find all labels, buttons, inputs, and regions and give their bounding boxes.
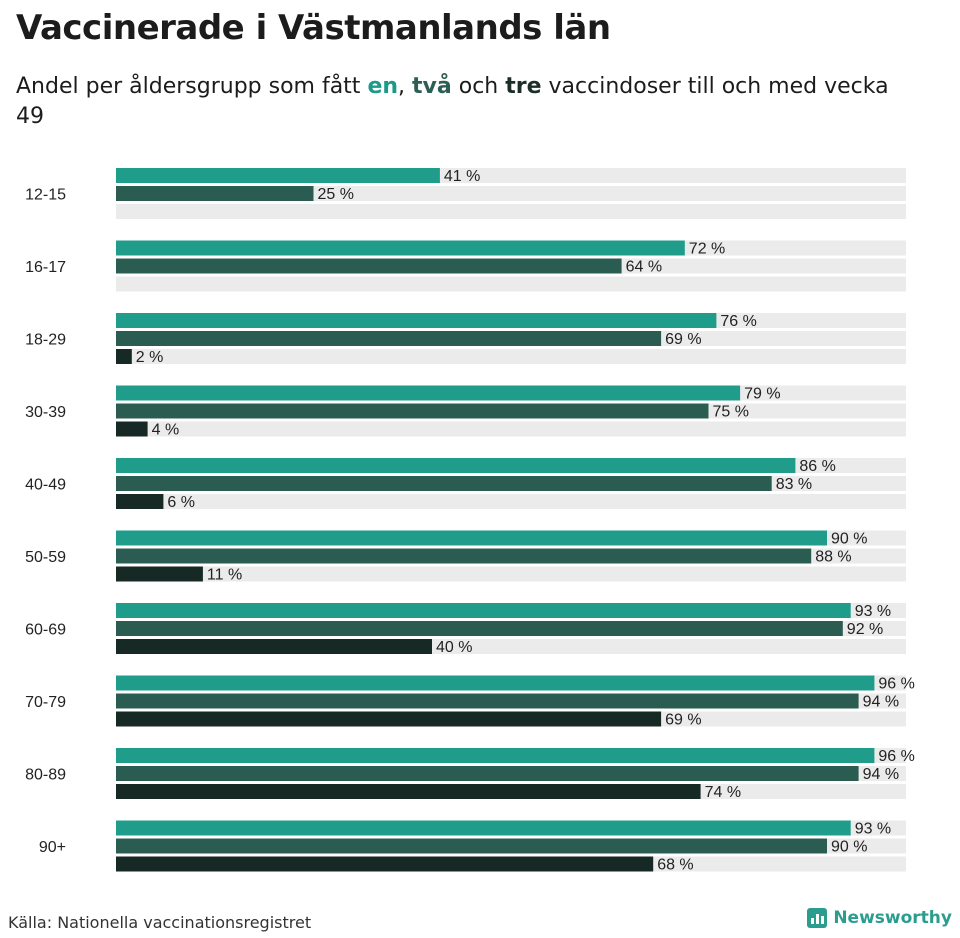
category-label: 70-79 bbox=[25, 694, 66, 711]
bar-dose-2 bbox=[116, 331, 662, 346]
subtitle-key-one-dose: en bbox=[367, 74, 399, 99]
category-label: 16-17 bbox=[25, 259, 66, 276]
data-label: 68 % bbox=[657, 857, 693, 874]
data-label: 92 % bbox=[847, 621, 883, 638]
bar-group-30-39: 30-39 79 %75 % 4 % bbox=[25, 385, 906, 439]
bar-dose-2 bbox=[116, 403, 709, 419]
bar-track bbox=[116, 421, 906, 437]
bar-dose-1 bbox=[116, 820, 851, 836]
data-label: 79 % bbox=[744, 386, 780, 403]
data-label: 2 % bbox=[136, 349, 164, 366]
subtitle-text-3: vaccindoser till och med vecka 49 bbox=[16, 74, 889, 129]
chart-subtitle: Andel per åldersgrupp som fått en, två o… bbox=[16, 72, 916, 132]
brand-name: Newsworthy bbox=[833, 908, 952, 928]
data-label: 6 % bbox=[167, 494, 195, 511]
data-label: 11 % bbox=[207, 567, 242, 584]
data-label: 74 % bbox=[705, 784, 741, 801]
data-label: 72 % bbox=[689, 241, 725, 258]
category-label: 90+ bbox=[39, 839, 66, 856]
bar-dose-2 bbox=[116, 693, 859, 709]
bar-dose-3 bbox=[116, 349, 132, 364]
bar-group-12-15: 12-15 41 % 25 % bbox=[25, 168, 906, 219]
subtitle-key-three-doses: tre bbox=[505, 74, 542, 99]
bar-dose-3 bbox=[116, 421, 148, 437]
data-label: 69 % bbox=[665, 331, 701, 348]
category-label: 60-69 bbox=[25, 622, 66, 639]
chart-title: Vaccinerade i Västmanlands län bbox=[16, 8, 611, 48]
bar-dose-2 bbox=[116, 548, 812, 564]
data-label: 75 % bbox=[713, 404, 749, 421]
bar-dose-2 bbox=[116, 838, 827, 854]
data-label: 88 % bbox=[815, 549, 851, 566]
bar-track bbox=[116, 349, 906, 364]
subtitle-separator: , bbox=[398, 74, 413, 99]
data-label: 4 % bbox=[152, 422, 180, 439]
bar-dose-1 bbox=[116, 603, 851, 618]
bar-dose-3 bbox=[116, 566, 203, 582]
category-label: 18-29 bbox=[25, 332, 66, 349]
bar-dose-1 bbox=[116, 675, 875, 691]
data-label: 90 % bbox=[831, 531, 867, 548]
bar-dose-1 bbox=[116, 313, 717, 328]
bar-group-80-89: 80-89 96 %94 % 74 % bbox=[25, 748, 915, 801]
category-label: 30-39 bbox=[25, 404, 66, 421]
subtitle-text-1: Andel per åldersgrupp som fått bbox=[16, 74, 368, 99]
bar-dose-2 bbox=[116, 476, 772, 491]
category-label: 40-49 bbox=[25, 477, 66, 494]
bar-dose-1 bbox=[116, 385, 741, 401]
bar-dose-1 bbox=[116, 458, 796, 473]
data-label: 96 % bbox=[878, 676, 914, 693]
bar-chart: 12-15 41 % 25 % 16-17 72 % 64 % 18-29 76 % 69 % 2… bbox=[25, 168, 915, 874]
data-label: 86 % bbox=[799, 458, 835, 475]
subtitle-key-two-doses: två bbox=[412, 74, 452, 99]
category-label: 12-15 bbox=[25, 187, 66, 204]
category-label: 80-89 bbox=[25, 767, 66, 784]
source-note: Källa: Nationella vaccinationsregistret bbox=[8, 913, 312, 932]
bar-group-50-59: 50-59 90 %88 % 11 % bbox=[25, 530, 906, 584]
bar-group-16-17: 16-17 72 % 64 % bbox=[25, 240, 906, 292]
newsworthy-logo: Newsworthy bbox=[807, 908, 952, 928]
bar-chart-logo-icon bbox=[807, 908, 828, 928]
bar-dose-1 bbox=[116, 530, 827, 546]
bar-dose-3 bbox=[116, 856, 654, 872]
bar-dose-3 bbox=[116, 639, 432, 654]
data-label: 90 % bbox=[831, 839, 867, 856]
data-label: 93 % bbox=[855, 821, 891, 838]
bar-dose-2 bbox=[116, 258, 622, 274]
data-label: 76 % bbox=[720, 313, 756, 330]
data-label: 40 % bbox=[436, 639, 472, 656]
data-label: 64 % bbox=[626, 259, 662, 276]
bar-dose-1 bbox=[116, 748, 875, 763]
bar-dose-2 bbox=[116, 186, 314, 201]
bar-dose-3 bbox=[116, 711, 662, 727]
bar-dose-3 bbox=[116, 494, 164, 509]
bar-track bbox=[116, 566, 906, 582]
bar-dose-1 bbox=[116, 240, 685, 256]
data-label: 69 % bbox=[665, 712, 701, 729]
category-label: 50-59 bbox=[25, 549, 66, 566]
bar-track bbox=[116, 276, 906, 292]
bar-track bbox=[116, 494, 906, 509]
data-label: 41 % bbox=[444, 168, 480, 185]
data-label: 94 % bbox=[863, 766, 899, 783]
bar-track bbox=[116, 204, 906, 219]
data-label: 25 % bbox=[318, 186, 354, 203]
data-label: 83 % bbox=[776, 476, 812, 493]
bar-dose-2 bbox=[116, 766, 859, 781]
subtitle-text-2: och bbox=[451, 74, 506, 99]
bar-dose-3 bbox=[116, 784, 701, 799]
data-label: 96 % bbox=[878, 748, 914, 765]
bar-group-60-69: 60-69 93 %92 % 40 % bbox=[25, 603, 906, 656]
data-label: 93 % bbox=[855, 603, 891, 620]
bar-dose-2 bbox=[116, 621, 843, 636]
bar-group-90+: 90+ 93 %90 % 68 % bbox=[39, 820, 906, 874]
bar-dose-1 bbox=[116, 168, 440, 183]
data-label: 94 % bbox=[863, 694, 899, 711]
bar-group-40-49: 40-49 86 %83 % 6 % bbox=[25, 458, 906, 511]
bar-group-18-29: 18-29 76 % 69 % 2 % bbox=[25, 313, 906, 366]
bar-group-70-79: 70-79 96 %94 % 69 % bbox=[25, 675, 915, 729]
